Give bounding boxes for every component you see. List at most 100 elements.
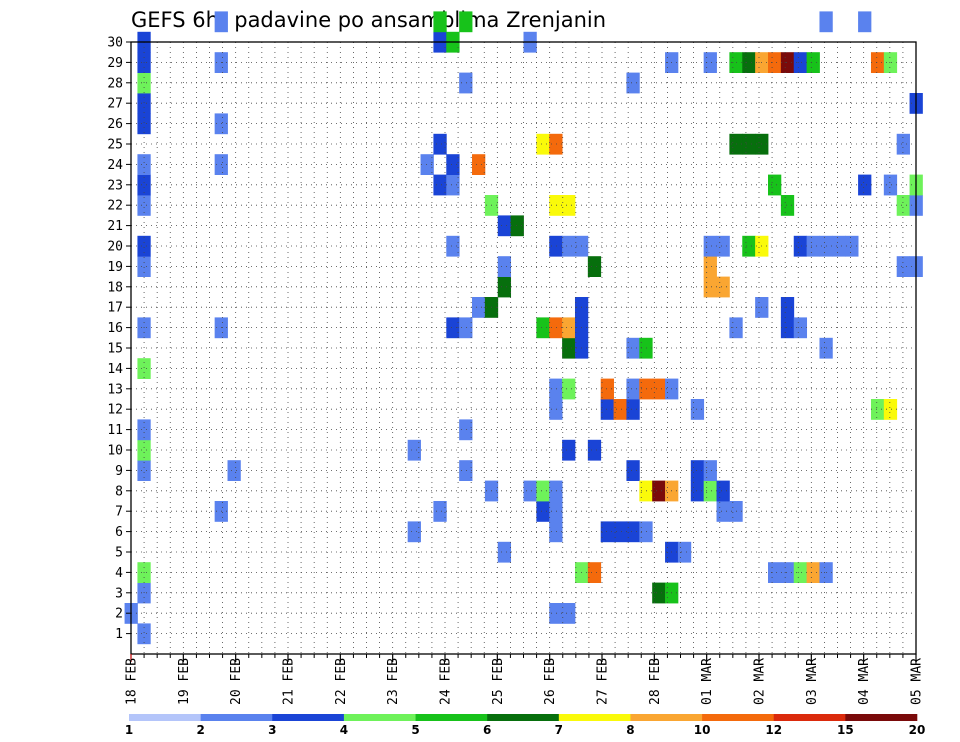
heatmap-cell-127 [742,133,756,155]
colorbar-swatch-6 [558,714,631,721]
heatmap-cell-7 [137,358,151,379]
heatmap-cell-25 [227,460,241,481]
y-tick-label-19: 19 [107,260,123,275]
y-tick-label-7: 7 [115,505,123,520]
heatmap-cell-51 [497,256,512,277]
heatmap-cell-86 [600,399,614,420]
x-tick-label-12: 02 MAR [753,658,768,705]
heatmap-cell-76 [562,195,576,216]
heatmap-cell-12 [137,174,151,196]
heatmap-cell-43 [459,11,473,33]
heatmap-cell-57 [536,480,550,502]
colorbar-swatch-3 [343,714,416,721]
heatmap-cell-59 [536,133,550,155]
heatmap-cell-68 [549,195,563,216]
y-tick-label-8: 8 [115,484,123,499]
heatmap-cell-66 [549,317,563,339]
y-tick-label-1: 1 [115,627,123,642]
colorbar-legend: 1 2 3 4 5 6 7 8 10 12 15 20 [125,714,926,737]
heatmap-cell-161 [896,256,910,277]
colorbar-swatch-9 [773,714,846,721]
heatmap-cell-113 [703,460,717,481]
colorbar-swatch-0 [129,714,201,721]
heatmap-cell-33 [433,11,447,33]
y-tick-label-18: 18 [107,280,123,295]
heatmap-cell-74 [562,317,576,339]
y-tick-label-15: 15 [107,342,123,357]
heatmap-cell-10 [137,235,151,257]
heatmap-cell-83 [587,439,602,461]
heatmap-cell-100 [652,582,666,604]
heatmap-cell-1 [137,623,151,645]
heatmap-cell-52 [497,215,512,237]
y-tick-label-4: 4 [115,566,123,581]
heatmap-cell-99 [639,337,653,359]
x-tick-label-7: 25 FEB [491,658,506,705]
heatmap-cell-94 [626,337,640,359]
heatmap-cell-9 [137,256,151,277]
y-tick-label-12: 12 [107,403,123,418]
colorbar-swatch-7 [630,714,703,721]
x-tick-label-14: 04 MAR [857,658,872,705]
heatmap-cell-62 [549,501,563,522]
y-tick-label-22: 22 [107,199,123,214]
x-tick-label-10: 28 FEB [648,658,663,705]
heatmap-cells [124,11,923,645]
y-tick-label-28: 28 [107,76,123,91]
heatmap-cell-155 [858,11,872,33]
heatmap-cell-95 [626,72,640,94]
heatmap-cell-93 [626,378,640,400]
y-axis: 1234567891011121314151617181920212223242… [107,36,131,642]
heatmap-cell-50 [497,276,512,298]
heatmap-cell-67 [549,235,563,257]
heatmap-cell-139 [780,195,795,216]
y-tick-label-17: 17 [107,301,123,316]
heatmap-cell-116 [703,235,717,257]
y-tick-label-2: 2 [115,607,123,622]
x-tick-label-9: 27 FEB [596,658,611,705]
y-tick-label-30: 30 [107,36,123,51]
heatmap-cell-87 [600,378,614,400]
heatmap-cell-121 [716,235,730,257]
y-tick-label-3: 3 [115,586,123,601]
x-tick-label-5: 23 FEB [386,658,401,705]
heatmap-cell-109 [690,480,705,502]
heatmap-cell-27 [407,439,421,461]
colorbar-swatch-5 [487,714,560,721]
y-tick-label-23: 23 [107,178,123,193]
heatmap-cell-133 [768,562,782,583]
y-tick-label-26: 26 [107,117,123,132]
heatmap-cell-115 [703,256,717,277]
heatmap-cell-91 [626,460,640,481]
heatmap-cell-163 [896,133,910,155]
heatmap-cell-92 [626,399,640,420]
colorbar-label-20: 20 [909,723,926,737]
heatmap-cell-39 [459,460,473,481]
heatmap-cell-162 [896,195,910,216]
heatmap-cell-41 [459,317,473,339]
heatmap-cell-118 [716,501,730,522]
heatmap-cell-34 [446,317,460,339]
y-tick-label-29: 29 [107,56,123,71]
heatmap-cell-112 [703,480,717,502]
x-tick-label-11: 01 MAR [700,658,715,705]
heatmap-cell-70 [562,603,576,624]
heatmap-cell-159 [883,174,898,196]
heatmap-cell-64 [549,399,563,420]
heatmap-cell-58 [536,317,550,339]
heatmap-cell-53 [510,215,524,237]
heatmap-cell-108 [677,541,692,563]
heatmap-cell-154 [858,174,872,196]
heatmap-cell-88 [613,521,627,543]
colorbar-label-5: 5 [411,723,419,737]
y-tick-label-13: 13 [107,382,123,397]
heatmap-cell-98 [639,378,653,400]
heatmap-cell-61 [549,521,563,543]
heatmap-cell-82 [587,562,602,583]
colorbar-label-3: 3 [268,723,276,737]
heatmap-cell-14 [137,113,151,135]
x-tick-label-15: 05 MAR [910,658,925,705]
colorbar-label-10: 10 [694,723,711,737]
heatmap-cell-42 [459,72,473,94]
heatmap-cell-97 [639,480,653,502]
